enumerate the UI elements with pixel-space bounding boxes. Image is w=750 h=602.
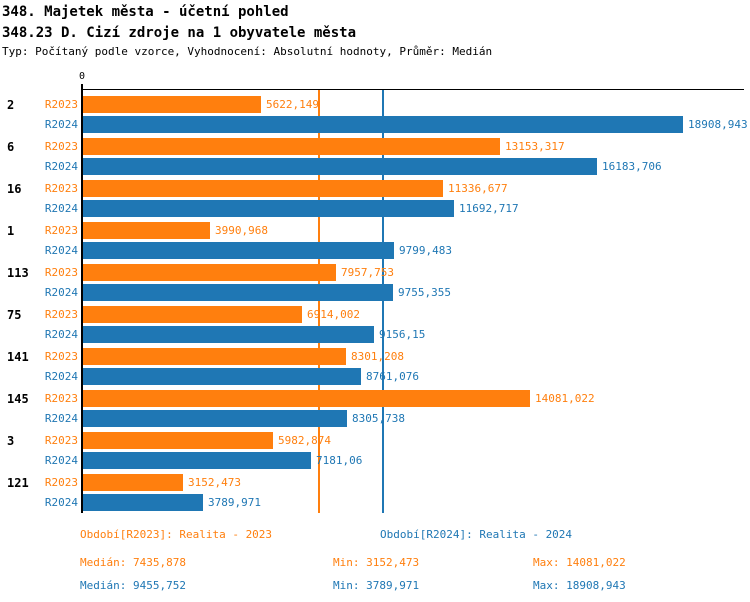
bar-value-label: 3789,971 [208, 496, 261, 509]
series-label-r2024: R2024 [44, 328, 78, 341]
bar-value-label: 14081,022 [535, 392, 595, 405]
report-subtitle: Typ: Počítaný podle vzorce, Vyhodnocení:… [2, 45, 493, 58]
category-label: 121 [7, 476, 29, 490]
bar-value-label: 9156,15 [379, 328, 426, 341]
category-label: 3 [7, 434, 15, 448]
category-label: 2 [7, 98, 15, 112]
bar-r2023 [83, 432, 273, 449]
category-label: 141 [7, 350, 29, 364]
series-label-r2024: R2024 [44, 202, 78, 215]
category-label: 6 [7, 140, 15, 154]
stat-max-r2023: Max: 14081,022 [533, 556, 626, 569]
series-label-r2024: R2024 [44, 412, 78, 425]
bar-value-label: 8305,738 [352, 412, 405, 425]
bar-r2023 [83, 222, 210, 239]
category-label: 75 [7, 308, 22, 322]
series-label-r2023: R2023 [44, 350, 78, 363]
bar-value-label: 3990,968 [215, 224, 268, 237]
bar-value-label: 5982,874 [278, 434, 331, 447]
bar-r2024 [83, 242, 394, 259]
bar-value-label: 11692,717 [459, 202, 519, 215]
x-axis-zero-tick-label: 0 [78, 71, 86, 82]
bar-value-label: 11336,677 [448, 182, 508, 195]
median-line-r2023 [318, 90, 320, 513]
bar-value-label: 6914,002 [307, 308, 360, 321]
bar-r2024 [83, 284, 393, 301]
stat-min-r2024: Min: 3789,971 [333, 579, 420, 592]
bar-r2023 [83, 348, 346, 365]
y-axis-line [81, 84, 83, 513]
series-label-r2023: R2023 [44, 434, 78, 447]
series-label-r2023: R2023 [44, 140, 78, 153]
series-label-r2024: R2024 [44, 244, 78, 257]
series-label-r2023: R2023 [44, 98, 78, 111]
series-label-r2024: R2024 [44, 286, 78, 299]
series-label-r2024: R2024 [44, 118, 78, 131]
bar-value-label: 18908,943 [688, 118, 748, 131]
stat-min-r2023: Min: 3152,473 [333, 556, 420, 569]
bar-r2023 [83, 138, 500, 155]
series-label-r2023: R2023 [44, 224, 78, 237]
legend-item-r2024: Období[R2024]: Realita - 2024 [380, 528, 573, 541]
stat-max-r2024: Max: 18908,943 [533, 579, 626, 592]
bar-r2024 [83, 326, 374, 343]
category-label: 1 [7, 224, 15, 238]
series-label-r2024: R2024 [44, 496, 78, 509]
report-title-line1: 348. Majetek města - účetní pohled [2, 4, 289, 20]
series-label-r2023: R2023 [44, 266, 78, 279]
bar-r2024 [83, 368, 361, 385]
bar-r2023 [83, 306, 302, 323]
series-label-r2024: R2024 [44, 160, 78, 173]
bar-r2024 [83, 158, 597, 175]
category-label: 16 [7, 182, 22, 196]
x-axis-line [82, 89, 744, 90]
bar-r2024 [83, 200, 454, 217]
bar-value-label: 7181,06 [316, 454, 363, 467]
series-label-r2024: R2024 [44, 370, 78, 383]
bar-value-label: 3152,473 [188, 476, 241, 489]
bar-r2023 [83, 264, 336, 281]
series-label-r2023: R2023 [44, 392, 78, 405]
bar-r2024 [83, 116, 683, 133]
report-title-line2: 348.23 D. Cizí zdroje na 1 obyvatele měs… [2, 25, 357, 41]
bar-r2024 [83, 452, 311, 469]
stat-median-r2023: Medián: 7435,878 [80, 556, 186, 569]
category-label: 145 [7, 392, 29, 406]
bar-r2023 [83, 180, 443, 197]
bar-r2024 [83, 494, 203, 511]
bar-value-label: 7957,753 [341, 266, 394, 279]
series-label-r2023: R2023 [44, 476, 78, 489]
legend-item-r2023: Období[R2023]: Realita - 2023 [80, 528, 273, 541]
bar-r2023 [83, 96, 261, 113]
series-label-r2023: R2023 [44, 182, 78, 195]
bar-r2023 [83, 474, 183, 491]
bar-value-label: 16183,706 [602, 160, 662, 173]
bar-r2024 [83, 410, 347, 427]
bar-value-label: 13153,317 [505, 140, 565, 153]
bar-value-label: 9755,355 [398, 286, 451, 299]
median-line-r2024 [382, 90, 384, 513]
bar-value-label: 8761,076 [366, 370, 419, 383]
series-label-r2023: R2023 [44, 308, 78, 321]
bar-value-label: 5622,149 [266, 98, 319, 111]
bar-value-label: 9799,483 [399, 244, 452, 257]
bar-r2023 [83, 390, 530, 407]
bar-value-label: 8301,208 [351, 350, 404, 363]
stat-median-r2024: Medián: 9455,752 [80, 579, 186, 592]
series-label-r2024: R2024 [44, 454, 78, 467]
category-label: 113 [7, 266, 29, 280]
